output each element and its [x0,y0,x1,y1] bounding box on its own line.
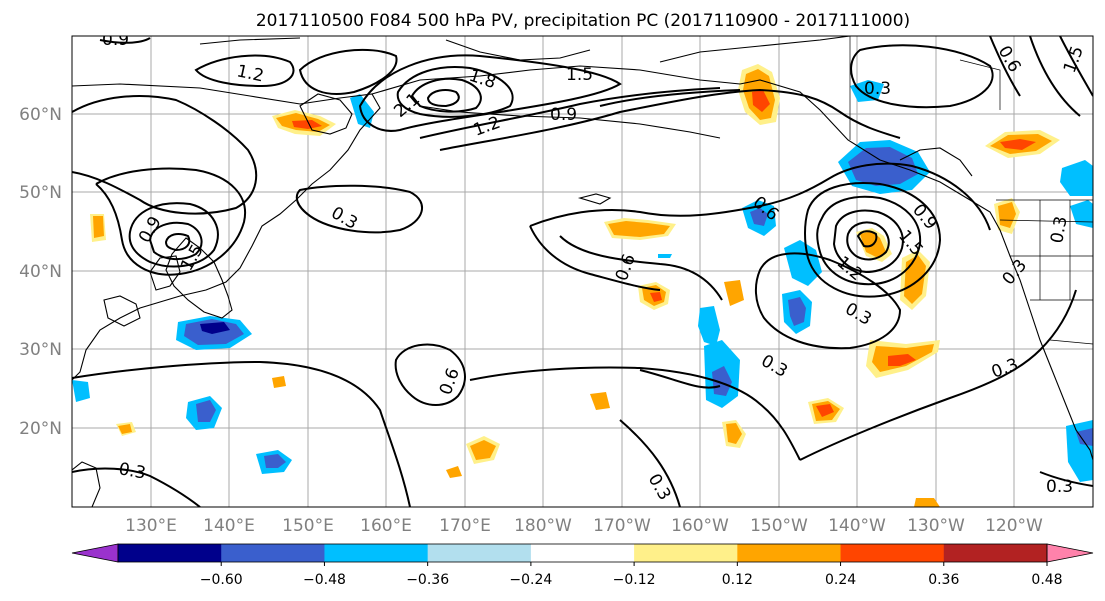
borders [849,36,1093,345]
latitude-axis: 60°N 50°N 40°N 30°N 20°N [19,105,62,439]
latitude-label: 50°N [19,183,62,203]
pv-label: 0.3 [1047,215,1071,245]
longitude-label: 140°W [828,516,886,536]
figure-title: 2017110500 F084 500 hPa PV, precipitatio… [256,11,910,31]
colorbar-ticks: −0.60 −0.48 −0.36 −0.24 −0.12 0.12 0.24 0.36 0.4… [200,562,1063,588]
colorbar: −0.60 −0.48 −0.36 −0.24 −0.12 0.12 0.24 0.36 0.4… [71,543,1094,588]
pv-label: 0.9 [102,30,129,50]
colorbar-segment [427,544,532,562]
colorbar-segment [840,544,945,562]
longitude-label: 130°E [125,516,177,536]
colorbar-segment [530,544,635,562]
colorbar-segment [737,544,842,562]
pv-label: 1.5 [566,65,593,85]
colorbar-segment [324,544,429,562]
colorbar-segment [634,544,738,562]
longitude-label: 150°E [282,516,334,536]
colorbar-segment [118,544,222,562]
colorbar-extend-low [71,543,119,563]
pv-label: 0.3 [1046,477,1073,497]
longitude-label: 170°W [593,516,651,536]
colorbar-tick-label: 0.48 [1031,572,1062,588]
longitude-label: 180°W [514,516,572,536]
pv-contours [72,36,1093,507]
colorbar-tick-label: 0.36 [928,572,959,588]
colorbar-tick-label: −0.24 [509,572,552,588]
colorbar-tick-label: −0.36 [406,572,449,588]
longitude-label: 140°E [203,516,255,536]
colorbar-extend-high [1046,543,1094,563]
colorbar-tick-label: −0.12 [613,572,656,588]
precipitation-shading [72,64,1093,507]
colorbar-segments [118,544,1048,562]
longitude-label: 170°E [439,516,491,536]
colorbar-tick-label: 0.24 [825,572,856,588]
colorbar-tick-label: −0.60 [200,572,243,588]
colorbar-outline [117,543,1048,563]
colorbar-tick-label: 0.12 [722,572,753,588]
coastlines [72,36,1093,507]
pv-label: 0.9 [550,105,577,125]
latitude-label: 40°N [19,262,62,282]
latitude-label: 30°N [19,340,62,360]
pv-label: 0.3 [117,459,147,483]
longitude-label: 120°W [985,516,1043,536]
latitude-label: 20°N [19,419,62,439]
latitude-label: 60°N [19,105,62,125]
longitude-axis: 130°E 140°E 150°E 160°E 170°E 180°W 170°… [125,516,1043,536]
colorbar-segment [943,544,1048,562]
map-frame [71,35,1094,508]
colorbar-tick-label: −0.48 [303,572,346,588]
longitude-label: 150°W [750,516,808,536]
longitude-label: 130°W [907,516,965,536]
longitude-label: 160°E [360,516,412,536]
longitude-label: 160°W [671,516,729,536]
colorbar-segment [221,544,325,562]
pv-label: 0.3 [864,79,891,99]
